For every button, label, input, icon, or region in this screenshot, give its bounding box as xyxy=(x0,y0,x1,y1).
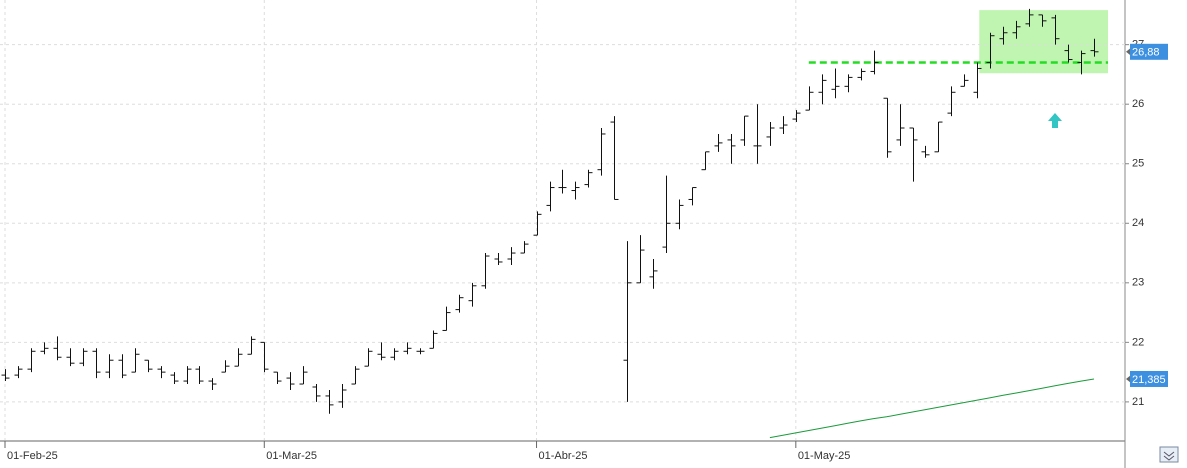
last-value-label: 26,88 xyxy=(1132,47,1160,59)
y-tick-label: 21 xyxy=(1132,396,1144,408)
last-value-box xyxy=(1130,43,1168,60)
y-tick-label: 23 xyxy=(1132,277,1144,289)
x-tick-label: 01-Mar-25 xyxy=(266,450,317,462)
y-tick-label: 26 xyxy=(1132,98,1144,110)
last-value-pointer xyxy=(1126,47,1131,56)
plot: 2122232425262701-Feb-2501-Mar-2501-Abr-2… xyxy=(0,0,1168,462)
y-tick-label: 24 xyxy=(1132,217,1144,229)
last-value-label: 21,385 xyxy=(1132,374,1166,386)
x-tick-label: 01-Feb-25 xyxy=(7,450,58,462)
x-tick-label: 01-Abr-25 xyxy=(539,450,588,462)
last-value-box xyxy=(1130,370,1168,387)
y-tick-label: 22 xyxy=(1132,336,1144,348)
moving-average xyxy=(769,378,1095,439)
up-arrow xyxy=(1048,113,1062,128)
scroll-button[interactable] xyxy=(1159,446,1179,463)
y-tick-label: 25 xyxy=(1132,158,1144,170)
highlight-zone xyxy=(979,10,1108,74)
x-tick-label: 01-May-25 xyxy=(798,450,851,462)
last-value-pointer xyxy=(1126,374,1131,383)
scroll-icon xyxy=(1163,451,1175,461)
